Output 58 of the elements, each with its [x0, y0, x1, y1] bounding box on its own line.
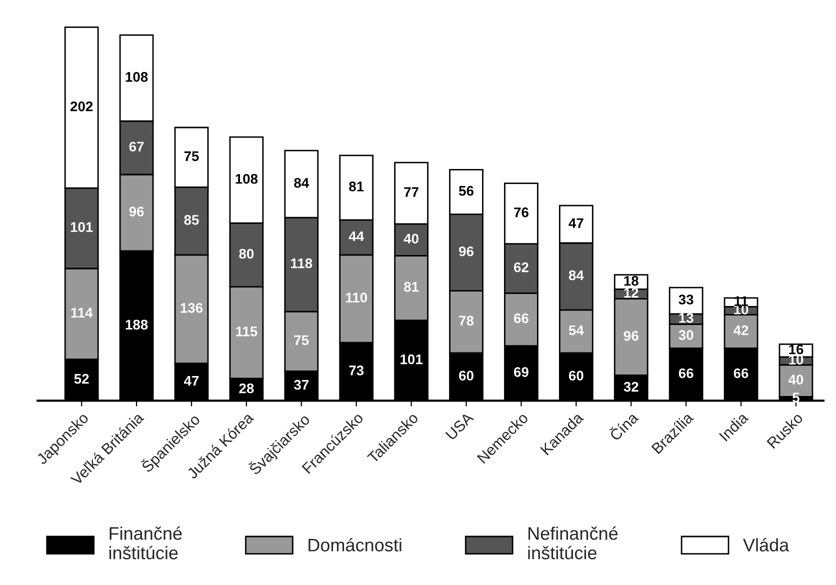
- data-label: 47: [568, 218, 584, 228]
- x-tick-label: Čína: [607, 410, 640, 442]
- data-label: 69: [514, 367, 528, 377]
- data-label: 52: [74, 374, 89, 384]
- data-label: 96: [129, 206, 144, 216]
- data-label: 60: [568, 370, 584, 381]
- data-label: 114: [71, 308, 93, 318]
- data-label: 12: [624, 288, 638, 298]
- data-label: 96: [624, 330, 638, 341]
- data-label: 101: [70, 222, 93, 232]
- data-label: 66: [514, 313, 528, 324]
- data-label: 202: [70, 101, 93, 112]
- legend-label: Finančné inštitúcie: [109, 526, 182, 560]
- data-label: 188: [126, 320, 148, 330]
- data-label: 66: [734, 368, 748, 378]
- data-label: 136: [180, 303, 203, 313]
- data-label: 84: [294, 178, 310, 188]
- data-label: 115: [236, 326, 258, 336]
- data-label: 40: [404, 234, 418, 244]
- data-label: 77: [404, 187, 418, 197]
- data-label: 101: [400, 354, 423, 364]
- data-label: 96: [459, 246, 474, 256]
- legend-label: Vláda: [743, 538, 790, 552]
- data-label: 18: [624, 276, 638, 286]
- data-label: 81: [404, 282, 419, 292]
- data-label: 67: [129, 142, 144, 152]
- data-label: 56: [458, 186, 474, 196]
- data-label: 37: [294, 380, 309, 390]
- data-label: 13: [679, 312, 694, 323]
- data-label: 118: [291, 258, 312, 268]
- data-label: 54: [568, 325, 584, 336]
- data-label: 85: [184, 214, 199, 225]
- data-label: 42: [734, 325, 748, 336]
- data-label: 76: [514, 207, 528, 218]
- data-label: 32: [624, 382, 638, 392]
- data-label: 108: [236, 174, 258, 184]
- data-label: 40: [788, 374, 804, 385]
- data-label: 44: [348, 231, 364, 242]
- x-tick-label: USA: [445, 411, 474, 440]
- data-label: 81: [349, 182, 364, 192]
- data-label: 73: [349, 366, 364, 376]
- data-label: 110: [346, 292, 367, 302]
- data-label: 66: [678, 368, 694, 378]
- data-label: 84: [568, 270, 584, 280]
- data-label: 28: [239, 383, 254, 394]
- data-label: 60: [459, 370, 474, 381]
- data-label: 108: [126, 72, 148, 82]
- data-label: 47: [184, 376, 199, 386]
- data-label: 62: [514, 262, 528, 272]
- legend-label: Domácnosti: [308, 538, 402, 552]
- data-label: 30: [678, 330, 694, 340]
- data-label: 75: [294, 335, 309, 346]
- data-label: 75: [184, 151, 199, 162]
- data-label: 78: [459, 316, 474, 326]
- legend-label: Nefinančné inštitúcie: [528, 526, 618, 560]
- data-label: 80: [239, 248, 254, 259]
- data-label: 33: [678, 294, 694, 305]
- data-label: 16: [789, 344, 804, 354]
